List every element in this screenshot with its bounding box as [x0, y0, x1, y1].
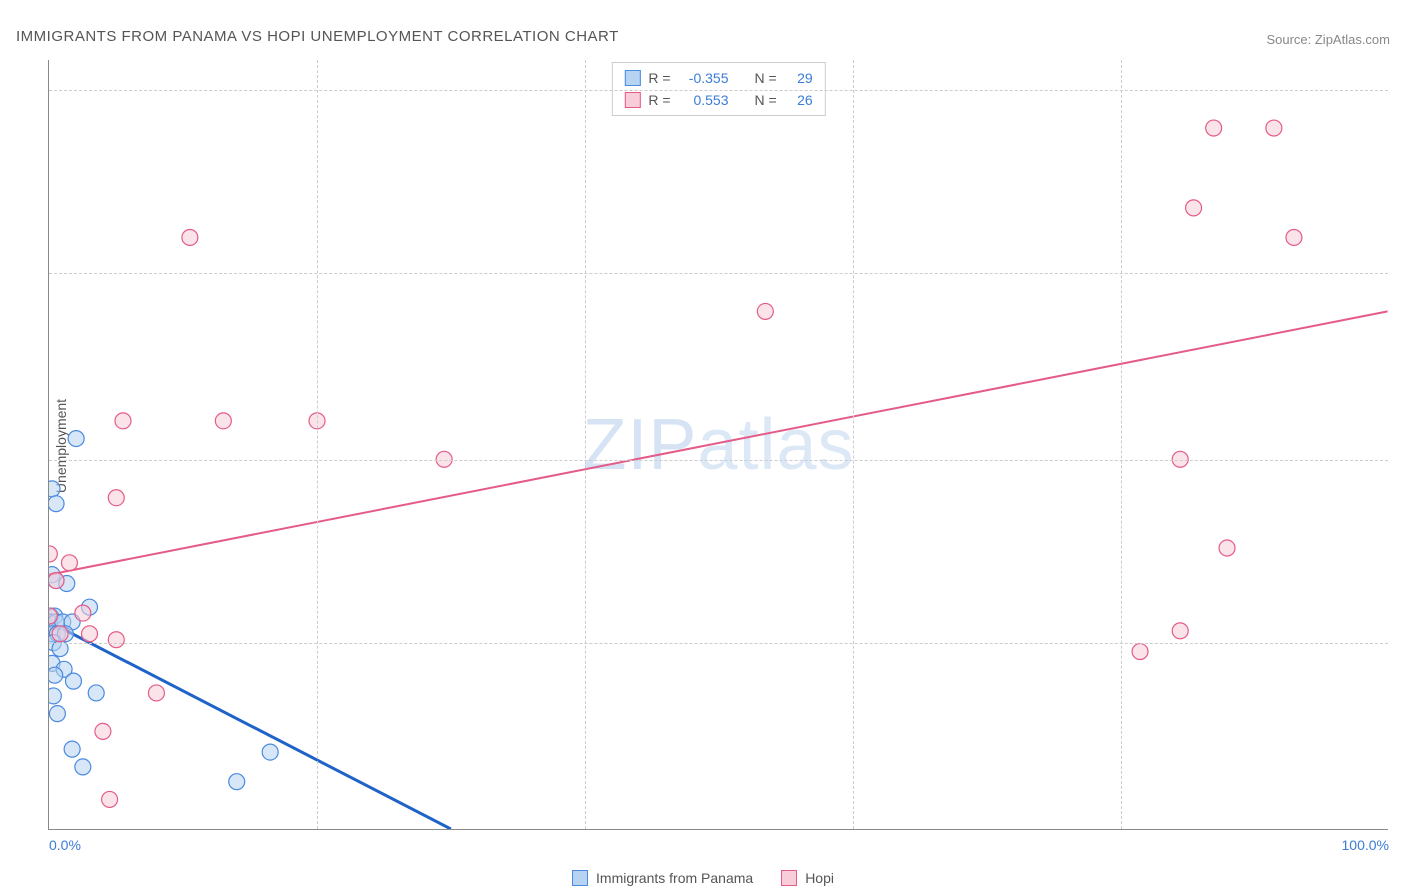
- scatter-point: [49, 608, 59, 624]
- gridline-horizontal: [49, 273, 1388, 274]
- scatter-point: [1172, 623, 1188, 639]
- scatter-point: [108, 632, 124, 648]
- scatter-point: [49, 626, 60, 642]
- scatter-point: [49, 667, 63, 683]
- scatter-point: [65, 673, 81, 689]
- scatter-point: [182, 229, 198, 245]
- legend-swatch: [781, 870, 797, 886]
- watermark-thin: atlas: [697, 405, 854, 485]
- scatter-point: [59, 576, 75, 592]
- chart-container: IMMIGRANTS FROM PANAMA VS HOPI UNEMPLOYM…: [0, 0, 1406, 892]
- scatter-point: [1132, 644, 1148, 660]
- scatter-point: [49, 706, 65, 722]
- legend-label: Immigrants from Panama: [596, 870, 753, 886]
- scatter-point: [61, 555, 77, 571]
- correlation-row: R = 0.553 N = 26: [624, 89, 812, 111]
- n-value: 26: [785, 89, 813, 111]
- gridline-horizontal: [49, 460, 1388, 461]
- scatter-point: [57, 626, 73, 642]
- scatter-point: [1219, 540, 1235, 556]
- scatter-point: [215, 413, 231, 429]
- gridline-horizontal: [49, 90, 1388, 91]
- r-value: 0.553: [679, 89, 729, 111]
- scatter-point: [49, 481, 60, 497]
- source-prefix: Source:: [1266, 32, 1314, 47]
- scatter-point: [75, 605, 91, 621]
- scatter-point: [49, 573, 64, 589]
- bottom-legend: Immigrants from Panama Hopi: [572, 870, 834, 886]
- scatter-point: [1206, 120, 1222, 136]
- x-tick-label: 100.0%: [1342, 837, 1389, 853]
- n-value: 29: [785, 67, 813, 89]
- n-label: N =: [755, 67, 777, 89]
- scatter-point: [1186, 200, 1202, 216]
- plot-area: ZIPatlas R =-0.355N =29R =0.553N =26 6.3…: [48, 60, 1388, 830]
- n-label: N =: [755, 89, 777, 111]
- scatter-point: [1286, 229, 1302, 245]
- scatter-point: [82, 626, 98, 642]
- scatter-point: [757, 303, 773, 319]
- gridline-vertical: [853, 60, 854, 829]
- scatter-point: [148, 685, 164, 701]
- scatter-point: [115, 413, 131, 429]
- gridline-vertical: [1121, 60, 1122, 829]
- scatter-point: [262, 744, 278, 760]
- watermark: ZIPatlas: [582, 404, 854, 486]
- chart-title: IMMIGRANTS FROM PANAMA VS HOPI UNEMPLOYM…: [16, 28, 619, 45]
- scatter-point: [49, 608, 57, 624]
- scatter-point: [49, 626, 65, 642]
- source-link[interactable]: ZipAtlas.com: [1315, 32, 1390, 47]
- watermark-bold: ZIP: [582, 405, 697, 485]
- scatter-point: [49, 614, 57, 630]
- scatter-point: [49, 496, 64, 512]
- scatter-point: [102, 791, 118, 807]
- scatter-point: [229, 774, 245, 790]
- scatter-point: [55, 614, 71, 630]
- scatter-point: [49, 567, 60, 583]
- scatter-point: [1266, 120, 1282, 136]
- scatter-point: [49, 688, 61, 704]
- legend-item: Immigrants from Panama: [572, 870, 753, 886]
- r-value: -0.355: [679, 67, 729, 89]
- scatter-point: [82, 599, 98, 615]
- gridline-horizontal: [49, 643, 1388, 644]
- source-attribution: Source: ZipAtlas.com: [1266, 32, 1390, 47]
- r-label: R =: [648, 67, 670, 89]
- scatter-point: [56, 661, 72, 677]
- scatter-svg: [49, 60, 1388, 829]
- legend-label: Hopi: [805, 870, 834, 886]
- scatter-point: [49, 608, 63, 624]
- scatter-point: [49, 614, 64, 630]
- gridline-vertical: [585, 60, 586, 829]
- scatter-point: [49, 655, 60, 671]
- scatter-point: [108, 490, 124, 506]
- scatter-point: [88, 685, 104, 701]
- scatter-point: [64, 614, 80, 630]
- r-label: R =: [648, 89, 670, 111]
- scatter-point: [49, 573, 64, 589]
- legend-swatch: [572, 870, 588, 886]
- x-tick-label: 0.0%: [49, 837, 81, 853]
- gridline-vertical: [317, 60, 318, 829]
- correlation-row: R = -0.355 N = 29: [624, 67, 812, 89]
- legend-item: Hopi: [781, 870, 834, 886]
- scatter-point: [95, 723, 111, 739]
- legend-swatch: [624, 92, 640, 108]
- scatter-point: [64, 741, 80, 757]
- legend-swatch: [624, 70, 640, 86]
- scatter-point: [68, 431, 84, 447]
- scatter-point: [75, 759, 91, 775]
- scatter-point: [49, 546, 57, 562]
- scatter-point: [52, 626, 68, 642]
